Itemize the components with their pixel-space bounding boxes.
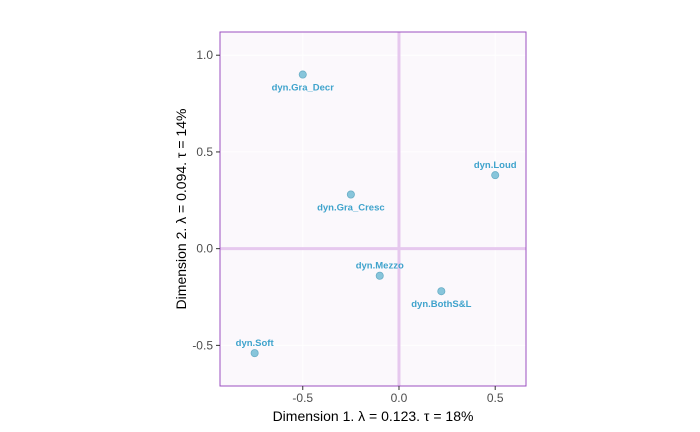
- x-tick-label: 0.5: [487, 391, 504, 405]
- zero-reference-lines: [220, 32, 526, 386]
- axis-ticks: -0.5 0.0 0.5 1.0 0.5 0.0 -0.5: [192, 48, 504, 405]
- y-tick-label: 1.0: [196, 48, 213, 62]
- x-tick-label: -0.5: [292, 391, 313, 405]
- point-label: dyn.Soft: [236, 338, 275, 349]
- data-point: [298, 70, 307, 79]
- data-point: [346, 190, 355, 199]
- data-point: [375, 271, 384, 280]
- data-point: [250, 349, 259, 358]
- point-label: dyn.Mezzo: [356, 261, 404, 272]
- y-tick-label: 0.0: [196, 242, 213, 256]
- data-point: [491, 171, 500, 180]
- y-tick-label: -0.5: [192, 338, 213, 352]
- data-point: [437, 287, 446, 296]
- point-label: dyn.Gra_Cresc: [317, 202, 385, 213]
- plot-panel-background: [220, 32, 526, 386]
- point-label: dyn.BothS&L: [411, 299, 471, 310]
- x-axis-title: Dimension 1. λ = 0.123. τ = 18%: [273, 408, 474, 424]
- point-labels: dyn.Gra_Decr dyn.Loud dyn.Gra_Cresc dyn.Mez…: [236, 83, 517, 350]
- y-axis-title: Dimension 2. λ = 0.094. τ = 14%: [173, 109, 189, 310]
- point-label: dyn.Loud: [474, 160, 517, 171]
- grid-lines: [220, 32, 526, 386]
- plot-panel-border: [219, 31, 527, 387]
- data-points: [250, 70, 500, 358]
- y-tick-label: 0.5: [196, 145, 213, 159]
- x-tick-label: 0.0: [391, 391, 408, 405]
- point-label: dyn.Gra_Decr: [272, 83, 335, 94]
